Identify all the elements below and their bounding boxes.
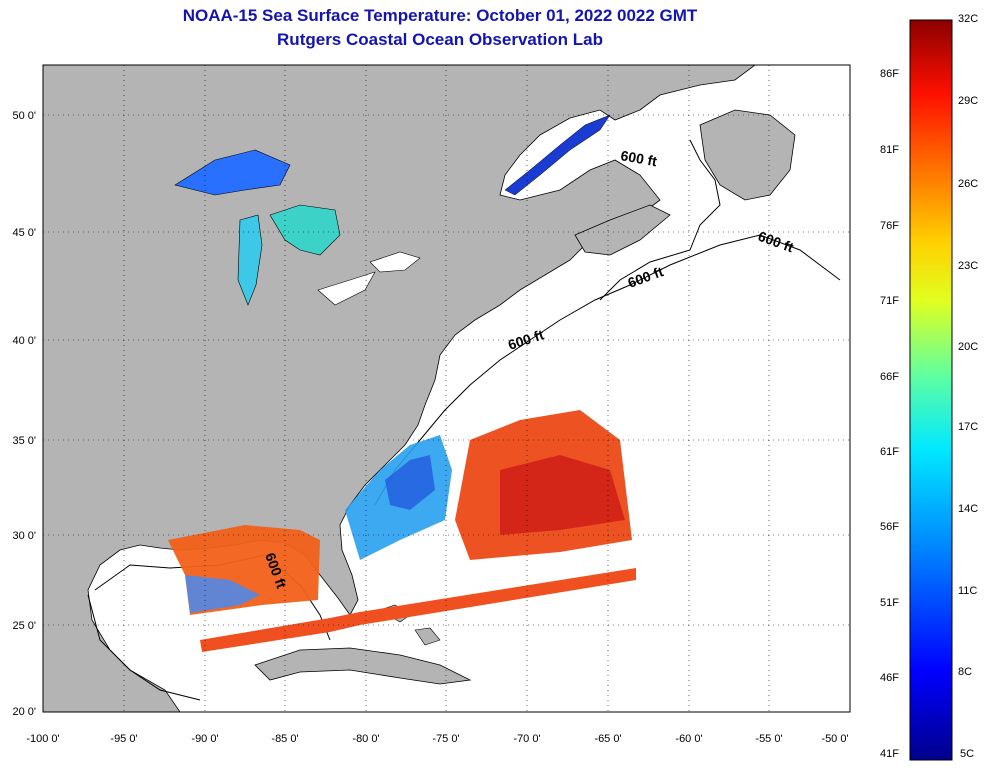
coastal-cool-core — [385, 455, 435, 510]
lat-tick-label: 45 0' — [12, 227, 36, 239]
lon-tick-label: -75 0' — [432, 733, 459, 745]
latitude-labels: 50 0' 45 0' 40 0' 35 0' 30 0' 25 0' 20 0… — [12, 110, 36, 718]
lat-tick-label: 25 0' — [12, 620, 36, 632]
lon-tick-label: -80 0' — [352, 733, 379, 745]
celsius-label: 32C — [958, 13, 979, 25]
fahrenheit-label: 71F — [880, 295, 899, 307]
fahrenheit-label: 41F — [880, 748, 899, 760]
lat-tick-label: 50 0' — [12, 110, 36, 122]
fahrenheit-label: 66F — [880, 371, 899, 383]
st-lawrence-river — [504, 114, 611, 196]
north-america-land — [43, 65, 756, 712]
cuba-land — [254, 647, 472, 685]
lat-tick-label: 35 0' — [12, 435, 36, 447]
map-frame — [42, 64, 851, 713]
celsius-label: 14C — [958, 503, 979, 515]
fahrenheit-label: 81F — [880, 144, 899, 156]
temperature-colorbar — [909, 19, 953, 761]
lon-tick-label: -70 0' — [513, 733, 540, 745]
map-subtitle: Rutgers Coastal Ocean Observation Lab — [277, 30, 603, 49]
lat-tick-label: 40 0' — [12, 335, 36, 347]
southern-sst-strip — [200, 568, 636, 652]
fahrenheit-label: 61F — [880, 446, 899, 458]
fahrenheit-label: 51F — [880, 597, 899, 609]
lon-tick-label: -100 0' — [26, 733, 59, 745]
lon-tick-label: -50 0' — [821, 733, 848, 745]
fahrenheit-label: 86F — [880, 68, 899, 80]
newfoundland-land — [699, 109, 796, 201]
fahrenheit-label: 76F — [880, 220, 899, 232]
contour-label: 600 ft — [619, 147, 658, 169]
celsius-label: 11C — [958, 585, 978, 597]
lon-tick-label: -65 0' — [594, 733, 621, 745]
celsius-label: 8C — [958, 666, 973, 678]
contour-label-group: 600 ft 600 ft 600 ft 600 ft 600 ft — [262, 147, 796, 591]
fahrenheit-label: 46F — [880, 672, 899, 684]
celsius-label: 23C — [958, 260, 979, 272]
lon-tick-label: -95 0' — [110, 733, 137, 745]
celsius-label: 5C — [960, 748, 975, 760]
lat-tick-label: 20 0' — [12, 706, 36, 718]
celsius-label: 29C — [958, 95, 979, 107]
lon-tick-label: -55 0' — [755, 733, 782, 745]
gulf-sst-cool-patch — [185, 575, 260, 613]
gulf-stream-warm — [500, 455, 625, 535]
celsius-label: 26C — [958, 178, 979, 190]
lon-tick-label: -85 0' — [271, 733, 298, 745]
lon-tick-label: -60 0' — [675, 733, 702, 745]
fahrenheit-label: 56F — [880, 521, 899, 533]
lon-tick-label: -90 0' — [191, 733, 218, 745]
lat-tick-label: 30 0' — [12, 530, 36, 542]
nova-scotia-land — [574, 204, 671, 256]
celsius-label: 20C — [958, 341, 979, 353]
longitude-labels: -100 0' -95 0' -90 0' -85 0' -80 0' -75 … — [26, 733, 848, 745]
great-lakes — [174, 149, 421, 306]
map-title: NOAA-15 Sea Surface Temperature: October… — [182, 6, 698, 25]
celsius-label: 17C — [958, 421, 979, 433]
